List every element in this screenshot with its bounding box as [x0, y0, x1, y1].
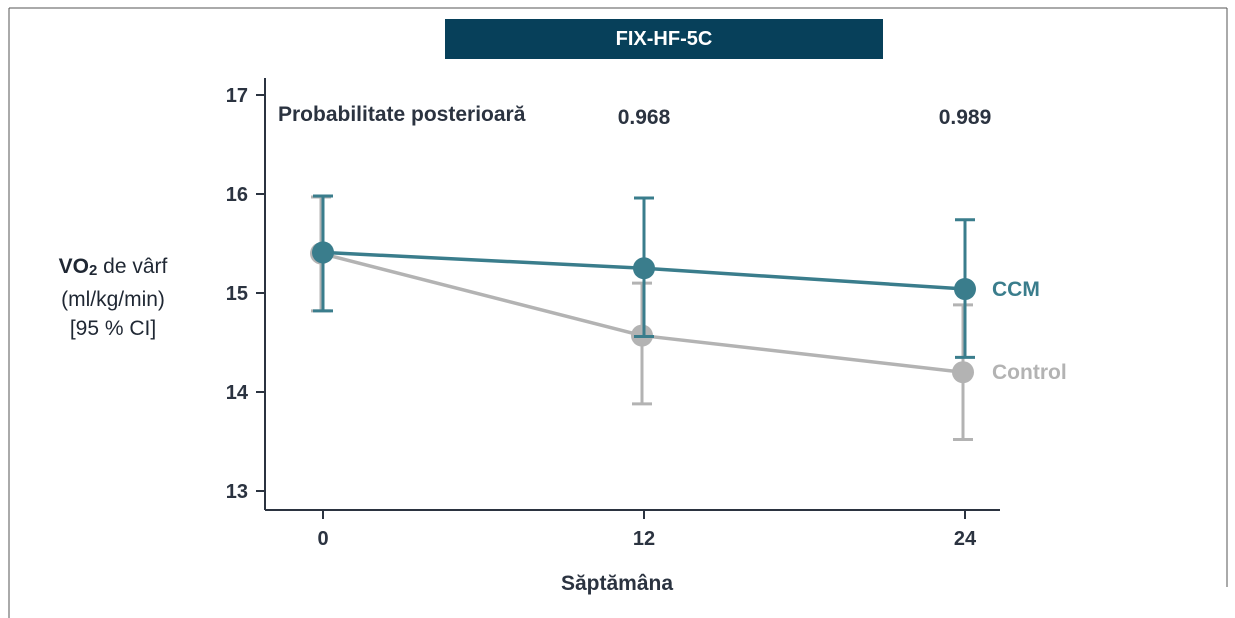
- y-tick-label: 14: [226, 382, 249, 404]
- posterior-probability-value: 0.989: [939, 106, 992, 129]
- data-point-ccm: [312, 241, 334, 263]
- posterior-probability-label: Probabilitate posterioară: [278, 103, 526, 126]
- data-point-ccm: [954, 278, 976, 300]
- data-point-control: [952, 361, 974, 383]
- x-tick-label: 0: [317, 528, 328, 550]
- data-point-ccm: [633, 257, 655, 279]
- y-tick-label: 16: [226, 184, 248, 206]
- y-tick-label: 13: [226, 481, 248, 503]
- x-axis-label: Săptămâna: [561, 572, 673, 595]
- series-label-control: Control: [992, 361, 1067, 384]
- y-tick-label: 15: [226, 283, 248, 305]
- posterior-probability-value: 0.968: [618, 106, 671, 129]
- y-tick-label: 17: [226, 85, 248, 107]
- x-tick-label: 12: [633, 528, 655, 550]
- x-tick-label: 24: [954, 528, 977, 550]
- series-label-ccm: CCM: [992, 278, 1040, 301]
